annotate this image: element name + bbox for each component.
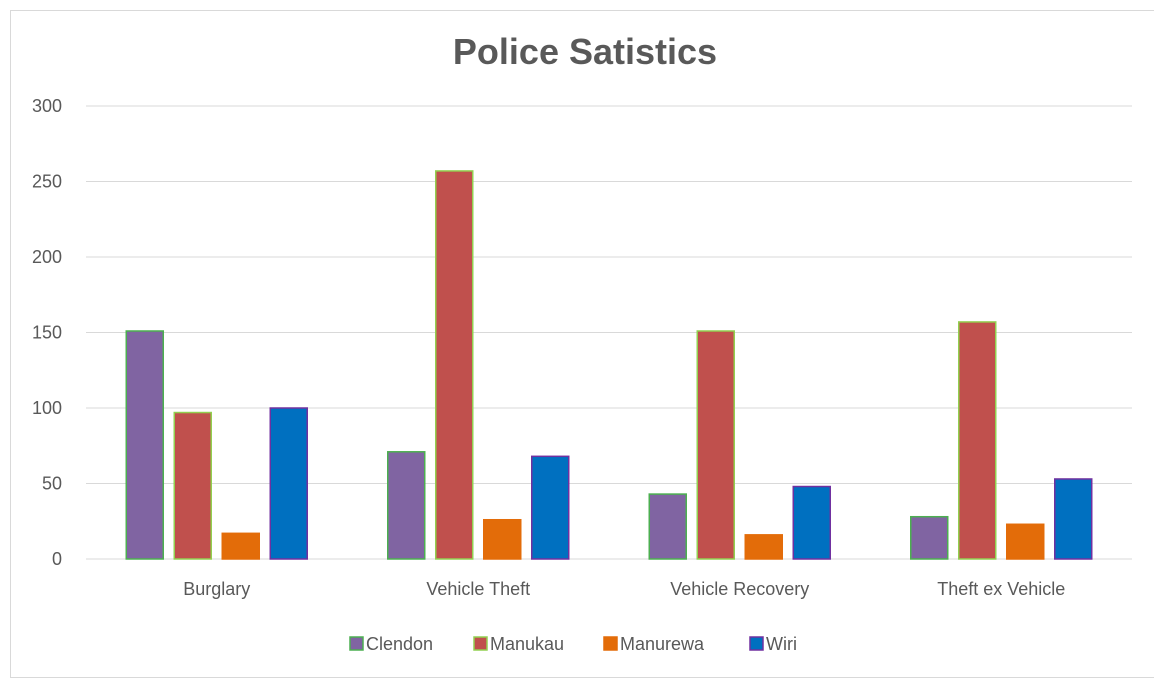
y-tick-label: 150: [32, 323, 62, 343]
chart-title: Police Satistics: [453, 31, 717, 72]
y-axis-ticks: 0 50 100 150 200 250 300: [32, 96, 62, 569]
bar-manukau-theft-ex-vehicle: [958, 321, 997, 560]
x-category-label: Burglary: [183, 579, 250, 599]
x-category-label: Theft ex Vehicle: [937, 579, 1065, 599]
bar-clendon-vehicle-theft: [387, 451, 426, 560]
y-tick-label: 250: [32, 172, 62, 192]
bar-wiri-vehicle-recovery: [792, 485, 831, 560]
bar-manurewa-vehicle-theft: [483, 518, 522, 560]
bar-manukau-burglary: [173, 411, 212, 560]
bar-wiri-theft-ex-vehicle: [1054, 478, 1093, 560]
bar-clendon-theft-ex-vehicle: [910, 515, 949, 560]
bar-manurewa-vehicle-recovery: [744, 534, 783, 560]
y-tick-label: 50: [42, 474, 62, 494]
legend: Clendon Manukau Manurewa Wiri: [349, 634, 797, 654]
x-category-label: Vehicle Recovery: [670, 579, 809, 599]
legend-swatch-manukau: [473, 636, 488, 651]
bar-clendon-vehicle-recovery: [648, 493, 687, 560]
legend-label-wiri: Wiri: [766, 634, 797, 654]
bar-wiri-burglary: [269, 407, 308, 560]
y-tick-label: 200: [32, 247, 62, 267]
legend-label-manukau: Manukau: [490, 634, 564, 654]
bar-wiri-vehicle-theft: [531, 455, 570, 560]
bar-clendon-burglary: [125, 330, 164, 560]
legend-swatch-clendon: [349, 636, 364, 651]
bar-manukau-vehicle-theft: [435, 170, 474, 560]
legend-swatch-wiri: [749, 636, 764, 651]
gridlines: [86, 105, 1132, 560]
legend-label-manurewa: Manurewa: [620, 634, 705, 654]
y-tick-label: 300: [32, 96, 62, 116]
legend-swatch-manurewa: [603, 636, 618, 651]
x-axis-categories: Burglary Vehicle Theft Vehicle Recovery The…: [183, 579, 1065, 599]
bar-manukau-vehicle-recovery: [696, 330, 735, 560]
bar-manurewa-theft-ex-vehicle: [1006, 523, 1045, 560]
x-category-label: Vehicle Theft: [426, 579, 530, 599]
legend-label-clendon: Clendon: [366, 634, 433, 654]
bars: [125, 170, 1093, 560]
y-tick-label: 0: [52, 549, 62, 569]
bar-manurewa-burglary: [221, 532, 260, 560]
y-tick-label: 100: [32, 398, 62, 418]
